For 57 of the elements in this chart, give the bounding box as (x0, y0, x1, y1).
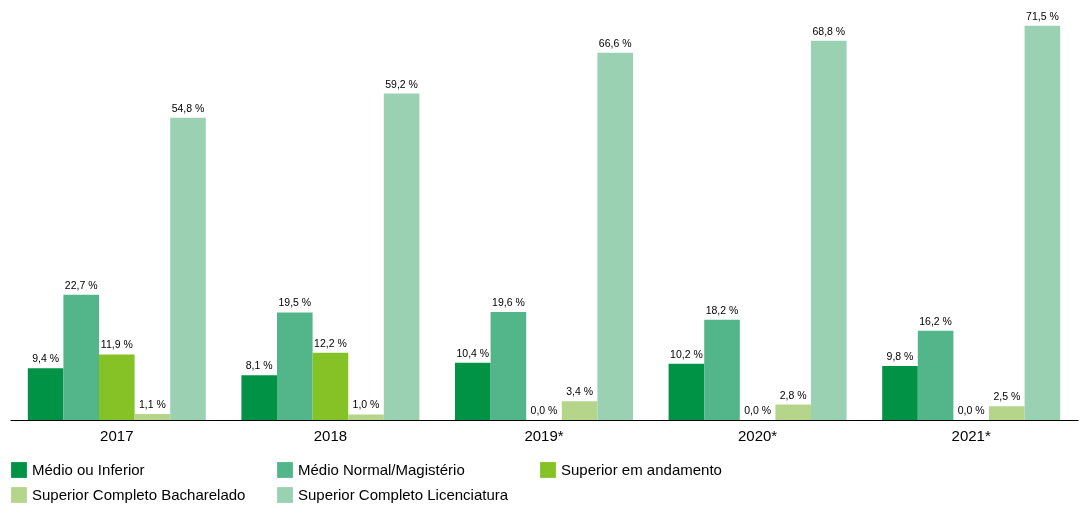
bar (277, 312, 313, 420)
data-label: 59,2 % (385, 77, 418, 90)
bar (241, 375, 277, 420)
bar (170, 117, 206, 420)
data-label: 54,8 % (171, 101, 205, 114)
bar (704, 319, 740, 420)
data-label: 9,8 % (886, 349, 914, 362)
x-tick-label: 2018 (313, 426, 348, 444)
data-label: 3,4 % (566, 385, 594, 398)
x-tick-label: 2017 (100, 426, 134, 444)
data-label: 19,5 % (278, 296, 312, 309)
data-label: 10,4 % (456, 346, 490, 359)
data-label: 1,0 % (352, 398, 380, 411)
bar (27, 368, 64, 420)
x-tick-label: 2019* (524, 426, 564, 444)
x-tick-label: 2020* (737, 426, 778, 444)
data-label: 0,0 % (530, 404, 558, 416)
data-label: 0,0 % (957, 404, 985, 416)
bar (490, 311, 527, 420)
data-label: 22,7 % (64, 278, 98, 291)
legend-label: Superior Completo Bacharelado (32, 486, 246, 503)
data-label: 66,6 % (598, 36, 632, 49)
bar (348, 414, 384, 420)
data-label: 1,1 % (138, 397, 166, 410)
data-label: 16,2 % (919, 314, 952, 327)
data-label: 18,2 % (705, 303, 739, 316)
x-tick-label: 2021* (951, 426, 991, 444)
legend-label: Médio Normal/Magistério (298, 461, 465, 478)
bar (882, 365, 918, 420)
bar (811, 40, 847, 420)
bar (775, 404, 811, 420)
legend-label: Médio ou Inferior (32, 461, 145, 478)
bar (312, 352, 349, 420)
bar (989, 406, 1025, 420)
bar (917, 330, 954, 420)
bar (597, 52, 633, 420)
data-label: 2,8 % (779, 388, 807, 401)
bar (383, 93, 420, 420)
bar (63, 294, 99, 420)
data-label: 11,9 % (100, 338, 133, 351)
bar (668, 363, 705, 420)
data-label: 2,5 % (993, 390, 1021, 403)
data-label: 9,4 % (32, 352, 60, 365)
bar (561, 401, 598, 420)
data-label: 8,1 % (245, 359, 273, 372)
data-label: 71,5 % (1026, 9, 1059, 22)
data-label: 10,2 % (670, 347, 703, 360)
legend-label: Superior em andamento (561, 461, 722, 478)
data-label: 19,6 % (492, 295, 525, 308)
data-label: 68,8 % (812, 24, 846, 37)
bar (455, 362, 491, 420)
data-label: 12,2 % (314, 336, 347, 349)
legend-label: Superior Completo Licenciatura (298, 486, 509, 503)
bar (1024, 25, 1061, 420)
data-label: 0,0 % (744, 404, 772, 416)
bar (99, 354, 135, 420)
bar (134, 413, 171, 420)
